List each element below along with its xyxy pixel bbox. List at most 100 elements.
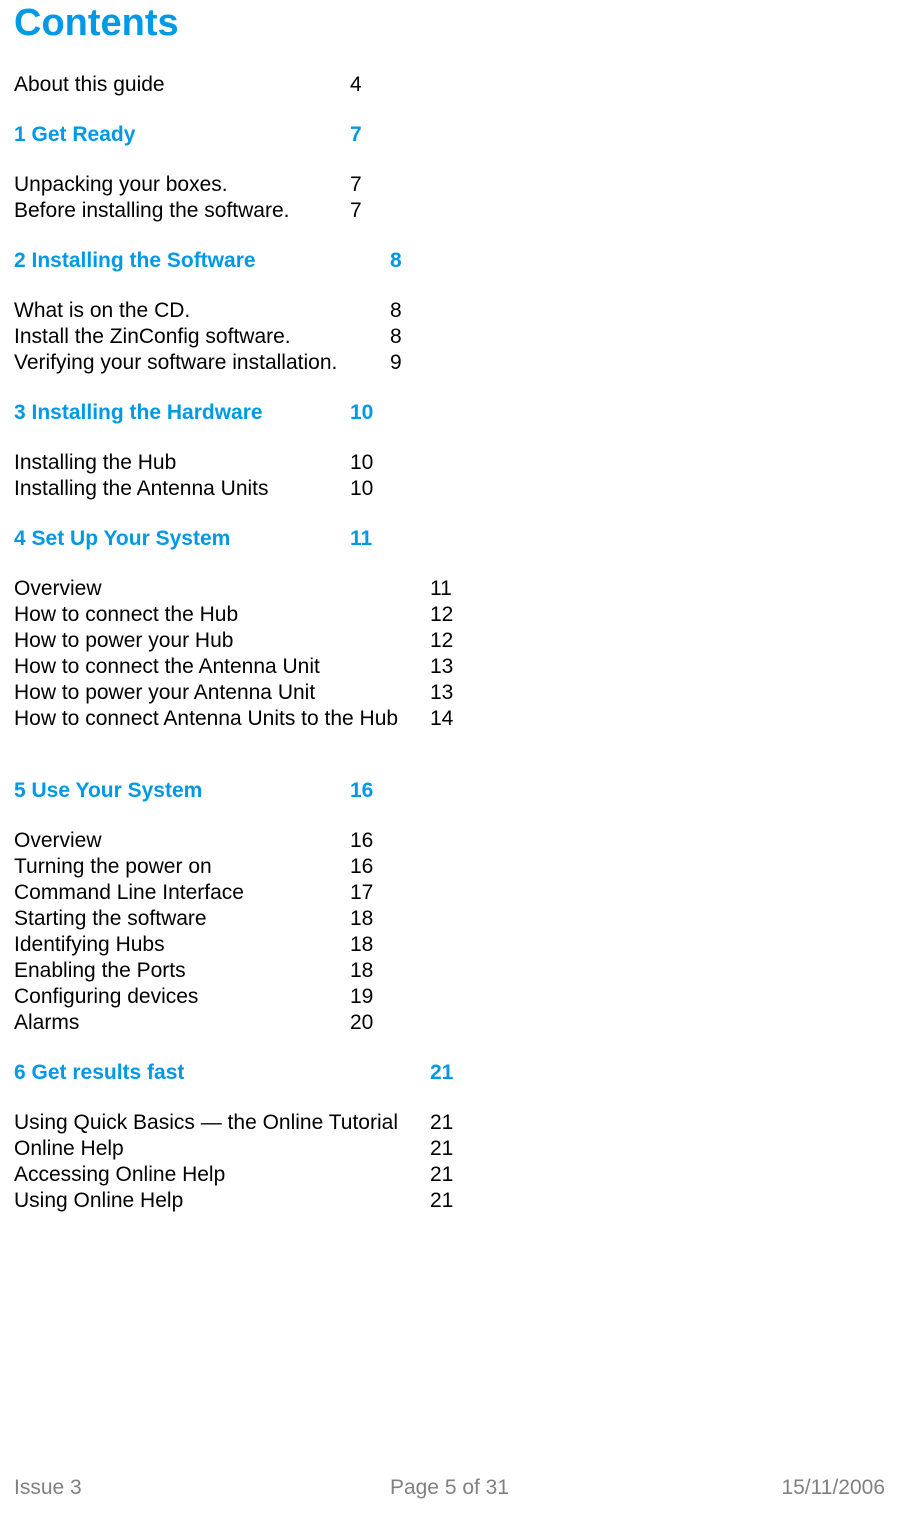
- toc-entry-row: Installing the Hub10: [14, 451, 885, 475]
- toc-entry-page: 16: [350, 855, 373, 879]
- toc-section: 1 Get Ready7Unpacking your boxes.7Before…: [14, 123, 885, 223]
- toc-entry-label: How to connect Antenna Units to the Hub: [14, 707, 430, 731]
- toc-entry-label: Command Line Interface: [14, 881, 350, 905]
- page-footer: Issue 3 Page 5 of 31 15/11/2006: [14, 1476, 885, 1500]
- toc-entry-row: Enabling the Ports18: [14, 959, 885, 983]
- toc-entry-row: How to power your Antenna Unit13: [14, 681, 885, 705]
- toc-entry-label: Using Online Help: [14, 1189, 430, 1213]
- toc-entry-page: 7: [350, 199, 362, 223]
- toc-section-heading-row: 2 Installing the Software8: [14, 249, 885, 273]
- toc-entry-page: 10: [350, 477, 373, 501]
- toc-entry-page: 16: [350, 829, 373, 853]
- toc-entry-row: Accessing Online Help21: [14, 1163, 885, 1187]
- toc-section-heading-page: 10: [350, 401, 373, 425]
- toc-entry-row: Installing the Antenna Units10: [14, 477, 885, 501]
- toc-entry-row: Command Line Interface17: [14, 881, 885, 905]
- toc-section: 5 Use Your System16Overview16Turning the…: [14, 779, 885, 1035]
- toc-section-heading-page: 7: [350, 123, 362, 147]
- toc-entry-label: What is on the CD.: [14, 299, 390, 323]
- toc-section-heading: 5 Use Your System: [14, 779, 350, 803]
- toc-entry-label: Install the ZinConfig software.: [14, 325, 390, 349]
- toc-entry-label: Using Quick Basics — the Online Tutorial: [14, 1111, 430, 1135]
- toc-entry-label: Configuring devices: [14, 985, 350, 1009]
- toc-entry-row: How to connect Antenna Units to the Hub1…: [14, 707, 885, 731]
- toc-entry-label: Online Help: [14, 1137, 430, 1161]
- toc-section-heading: 6 Get results fast: [14, 1061, 430, 1085]
- toc-section-heading-row: 3 Installing the Hardware10: [14, 401, 885, 425]
- toc-entry-page: 17: [350, 881, 373, 905]
- toc-section-heading: 2 Installing the Software: [14, 249, 390, 273]
- toc-entry-page: 14: [430, 707, 453, 731]
- toc-entry-row: Turning the power on16: [14, 855, 885, 879]
- toc-section: 3 Installing the Hardware10Installing th…: [14, 401, 885, 501]
- footer-issue: Issue 3: [14, 1476, 82, 1500]
- toc-section-heading-page: 11: [350, 527, 372, 551]
- toc-intro-block: About this guide 4: [14, 73, 885, 97]
- toc-entry-label: Overview: [14, 829, 350, 853]
- toc-entry-row: Unpacking your boxes.7: [14, 173, 885, 197]
- toc-entry-row: How to connect the Antenna Unit13: [14, 655, 885, 679]
- toc-entry-page: 10: [350, 451, 373, 475]
- toc-entry-row: Using Quick Basics — the Online Tutorial…: [14, 1111, 885, 1135]
- toc-section: 4 Set Up Your System11Overview11How to c…: [14, 527, 885, 731]
- toc-entry-page: 12: [430, 603, 453, 627]
- footer-date: 15/11/2006: [781, 1476, 885, 1500]
- toc-entry-row: Overview16: [14, 829, 885, 853]
- toc-section-heading-page: 16: [350, 779, 373, 803]
- toc-entry-page: 18: [350, 907, 373, 931]
- toc-entry-row: Overview11: [14, 577, 885, 601]
- toc-entry-label: How to power your Hub: [14, 629, 430, 653]
- toc-section-heading-row: 5 Use Your System16: [14, 779, 885, 803]
- toc-entry-row: About this guide 4: [14, 73, 885, 97]
- toc-entry-page: 8: [390, 325, 402, 349]
- toc-entry-label: Enabling the Ports: [14, 959, 350, 983]
- toc-entry-row: Starting the software18: [14, 907, 885, 931]
- toc-entry-page: 12: [430, 629, 453, 653]
- toc-entry-row: Install the ZinConfig software.8: [14, 325, 885, 349]
- toc-entry-label: Installing the Antenna Units: [14, 477, 350, 501]
- toc-entry-page: 18: [350, 959, 373, 983]
- toc-section-heading-row: 6 Get results fast21: [14, 1061, 885, 1085]
- toc-entry-page: 21: [430, 1137, 453, 1161]
- footer-page-number: Page 5 of 31: [390, 1476, 509, 1500]
- toc-entry-page: 9: [390, 351, 402, 375]
- page-title: Contents: [14, 2, 885, 45]
- toc-entry-label: Installing the Hub: [14, 451, 350, 475]
- toc-entry-page: 18: [350, 933, 373, 957]
- toc-entry-page: 21: [430, 1189, 453, 1213]
- toc-entry-label: Starting the software: [14, 907, 350, 931]
- toc-entry-page: 13: [430, 681, 453, 705]
- toc-section-heading: 4 Set Up Your System: [14, 527, 350, 551]
- toc-entry-label: Overview: [14, 577, 430, 601]
- toc-entry-page: 4: [350, 73, 362, 97]
- toc-section-heading: 3 Installing the Hardware: [14, 401, 350, 425]
- toc-section-heading-page: 21: [430, 1061, 453, 1085]
- toc-entry-row: Identifying Hubs18: [14, 933, 885, 957]
- toc-entry-label: Identifying Hubs: [14, 933, 350, 957]
- toc-section-heading-row: 1 Get Ready7: [14, 123, 885, 147]
- toc-entry-label: Accessing Online Help: [14, 1163, 430, 1187]
- toc-entry-row: How to connect the Hub12: [14, 603, 885, 627]
- toc-entry-label: Alarms: [14, 1011, 350, 1035]
- toc-section: 6 Get results fast21Using Quick Basics —…: [14, 1061, 885, 1213]
- toc-entry-page: 7: [350, 173, 362, 197]
- toc-entry-row: How to power your Hub12: [14, 629, 885, 653]
- toc-entry-label: Verifying your software installation.: [14, 351, 390, 375]
- toc-entry-row: Using Online Help21: [14, 1189, 885, 1213]
- toc-entry-label: Before installing the software.: [14, 199, 350, 223]
- toc-entry-row: Alarms20: [14, 1011, 885, 1035]
- toc-section-heading: 1 Get Ready: [14, 123, 350, 147]
- toc-entry-page: 21: [430, 1111, 453, 1135]
- toc-entry-label: How to connect the Antenna Unit: [14, 655, 430, 679]
- toc-section: 2 Installing the Software8What is on the…: [14, 249, 885, 375]
- toc-entry-label: Unpacking your boxes.: [14, 173, 350, 197]
- toc-entry-label: How to connect the Hub: [14, 603, 430, 627]
- toc-entry-label: How to power your Antenna Unit: [14, 681, 430, 705]
- toc-entry-label: Turning the power on: [14, 855, 350, 879]
- toc-entry-row: Before installing the software.7: [14, 199, 885, 223]
- toc-section-heading-row: 4 Set Up Your System11: [14, 527, 885, 551]
- toc-entry-row: Verifying your software installation.9: [14, 351, 885, 375]
- toc-entry-page: 20: [350, 1011, 373, 1035]
- toc-entry-row: Configuring devices19: [14, 985, 885, 1009]
- toc-entry-page: 21: [430, 1163, 453, 1187]
